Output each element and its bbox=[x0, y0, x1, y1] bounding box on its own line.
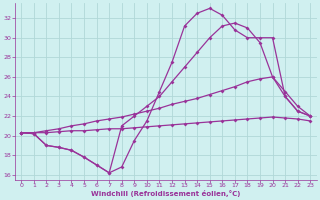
X-axis label: Windchill (Refroidissement éolien,°C): Windchill (Refroidissement éolien,°C) bbox=[91, 190, 240, 197]
